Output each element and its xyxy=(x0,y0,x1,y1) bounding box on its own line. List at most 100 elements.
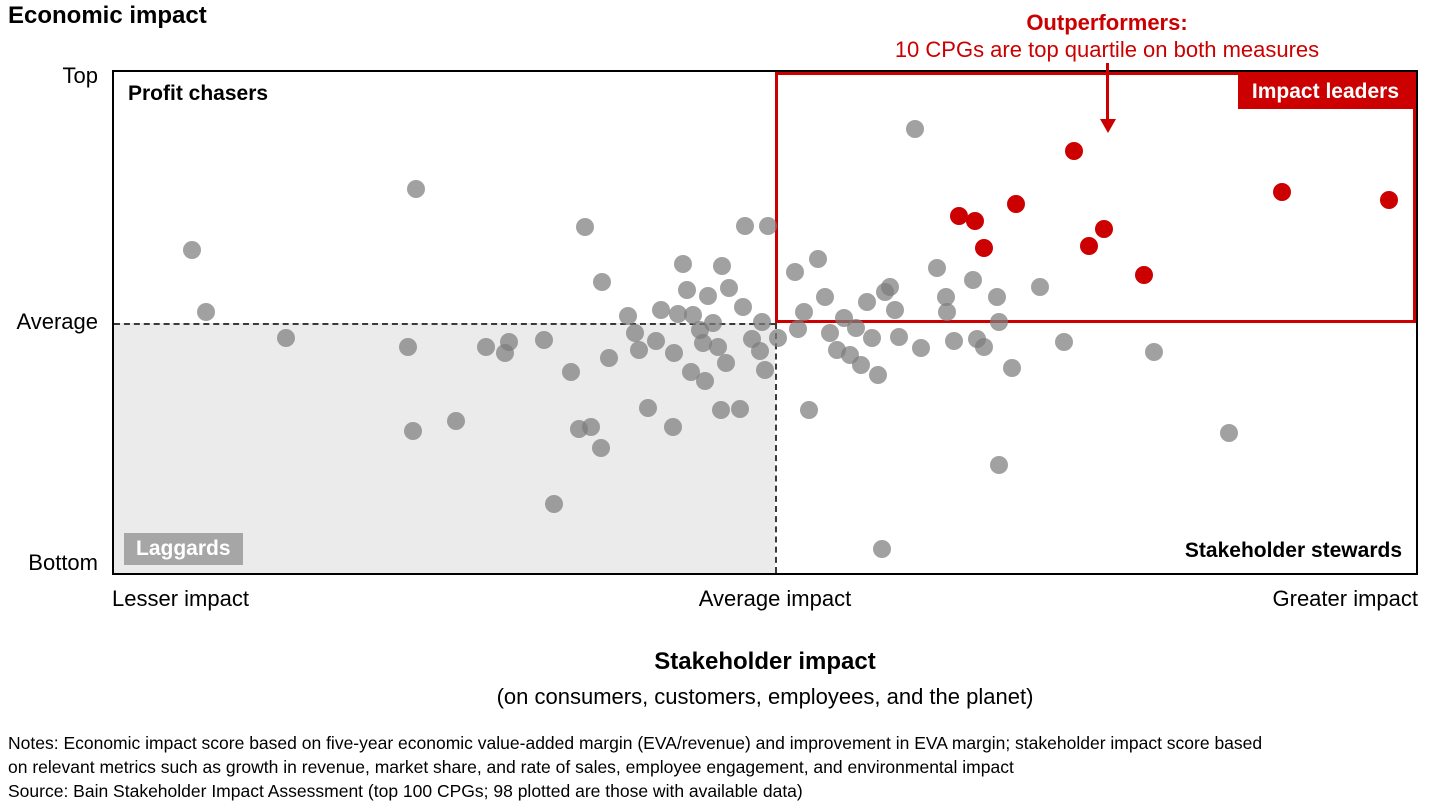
cpg-dot xyxy=(1003,358,1022,377)
cpg-dot xyxy=(545,495,564,514)
annotation-heading: Outperformers: xyxy=(1026,10,1188,35)
quadrant-label-profit-chasers: Profit chasers xyxy=(128,82,269,105)
outperformer-dot xyxy=(1064,142,1083,161)
laggards-quadrant-shading xyxy=(114,322,776,573)
cpg-dot xyxy=(756,361,774,380)
x-tick-lesser: Lesser impact xyxy=(112,586,249,611)
cpg-dot xyxy=(1145,342,1164,361)
annotation-text: 10 CPGs are top quartile on both measure… xyxy=(894,36,1320,62)
cpg-dot xyxy=(890,328,909,347)
average-stakeholder-dashed-line xyxy=(775,322,778,573)
x-tick-greater: Greater impact xyxy=(1272,586,1419,611)
cpg-dot xyxy=(964,270,983,289)
cpg-dot xyxy=(664,343,683,362)
x-axis-title: Stakeholder impact xyxy=(654,648,876,675)
cpg-dot xyxy=(696,371,715,390)
cpg-dot xyxy=(753,312,772,331)
cpg-dot xyxy=(619,306,638,325)
y-tick-average: Average xyxy=(16,309,98,334)
cpg-dot xyxy=(731,400,750,419)
outperformer-dot xyxy=(974,239,993,258)
outperformer-dot xyxy=(1379,190,1398,209)
cpg-dot xyxy=(974,338,993,357)
cpg-dot xyxy=(693,333,712,352)
y-tick-bottom: Bottom xyxy=(28,550,98,575)
cpg-dot xyxy=(534,331,553,350)
cpg-dot xyxy=(936,288,955,307)
cpg-dot xyxy=(795,303,814,322)
cpg-dot xyxy=(276,329,295,348)
outperformer-dot xyxy=(965,211,984,230)
quadrant-label-stakeholder-stewards: Stakeholder stewards xyxy=(1184,539,1402,562)
cpg-dot xyxy=(880,278,899,297)
y-tick-top: Top xyxy=(62,63,98,88)
cpg-dot xyxy=(912,338,931,357)
cpg-dot xyxy=(1219,424,1238,443)
cpg-dot xyxy=(852,355,871,374)
outperformer-dot xyxy=(1094,219,1113,238)
cpg-dot xyxy=(788,320,807,338)
cpg-dot xyxy=(927,259,946,278)
cpg-dot xyxy=(800,401,819,420)
cpg-dot xyxy=(758,216,777,235)
cpg-dot xyxy=(668,304,687,323)
scatter-dots xyxy=(114,72,1416,573)
cpg-dot xyxy=(827,341,846,360)
cpg-dot xyxy=(698,287,717,306)
cpg-dot xyxy=(736,216,755,235)
cpg-dot xyxy=(447,412,466,431)
cpg-dot xyxy=(857,292,876,311)
cpg-dot xyxy=(1030,278,1049,297)
cpg-dot xyxy=(638,398,657,417)
average-economic-dashed-line xyxy=(114,322,776,325)
x-axis-title-block: Stakeholder impact (on consumers, custom… xyxy=(112,648,1418,710)
annotation-arrowhead-icon xyxy=(1100,119,1116,133)
cpg-dot xyxy=(809,250,828,269)
cpg-dot xyxy=(404,422,423,441)
cpg-dot xyxy=(990,312,1009,331)
cpg-dot xyxy=(399,338,418,357)
cpg-dot xyxy=(629,340,648,359)
cpg-dot xyxy=(684,305,703,324)
cpg-dot xyxy=(716,353,735,372)
cpg-dot xyxy=(581,418,600,437)
cpg-dot xyxy=(990,455,1009,474)
outperformer-dot xyxy=(1134,266,1153,285)
cpg-dot xyxy=(873,539,892,558)
cpg-dot xyxy=(673,255,692,274)
cpg-dot xyxy=(576,217,595,236)
cpg-dot xyxy=(821,324,840,343)
cpg-dot xyxy=(599,348,618,367)
cpg-dot xyxy=(713,257,732,276)
cpg-dot xyxy=(591,438,610,457)
quadrant-label-laggards: Laggards xyxy=(124,533,243,565)
cpg-dot xyxy=(1055,333,1074,352)
plot-area: Profit chasers Impact leaders Laggards S… xyxy=(112,70,1418,575)
cpg-dot xyxy=(703,313,722,332)
cpg-dot xyxy=(886,300,905,319)
notes-line-1: Notes: Economic impact score based on fi… xyxy=(8,733,1263,753)
outperformer-dot xyxy=(949,206,968,225)
cpg-dot xyxy=(709,338,728,357)
cpg-dot xyxy=(197,302,216,321)
x-tick-average: Average impact xyxy=(698,586,852,611)
notes-line-2: on relevant metrics such as growth in re… xyxy=(8,757,1014,777)
outperformer-dot xyxy=(1080,236,1099,255)
cpg-dot xyxy=(711,401,730,420)
cpg-dot xyxy=(750,341,769,360)
outperformers-quadrant-box xyxy=(775,72,1416,323)
cpg-dot xyxy=(477,338,496,357)
cpg-dot xyxy=(562,362,580,381)
cpg-dot xyxy=(862,329,881,348)
outperformer-dot xyxy=(1272,183,1291,202)
cpg-dot xyxy=(651,300,670,319)
cpg-dot xyxy=(646,332,665,351)
cpg-dot xyxy=(733,298,752,317)
cpg-dot xyxy=(719,279,738,298)
cpg-dot xyxy=(183,241,202,260)
outperformer-dot xyxy=(1007,194,1026,213)
cpg-dot xyxy=(987,288,1006,307)
source-line: Source: Bain Stakeholder Impact Assessme… xyxy=(8,781,803,801)
cpg-dot xyxy=(495,343,514,362)
